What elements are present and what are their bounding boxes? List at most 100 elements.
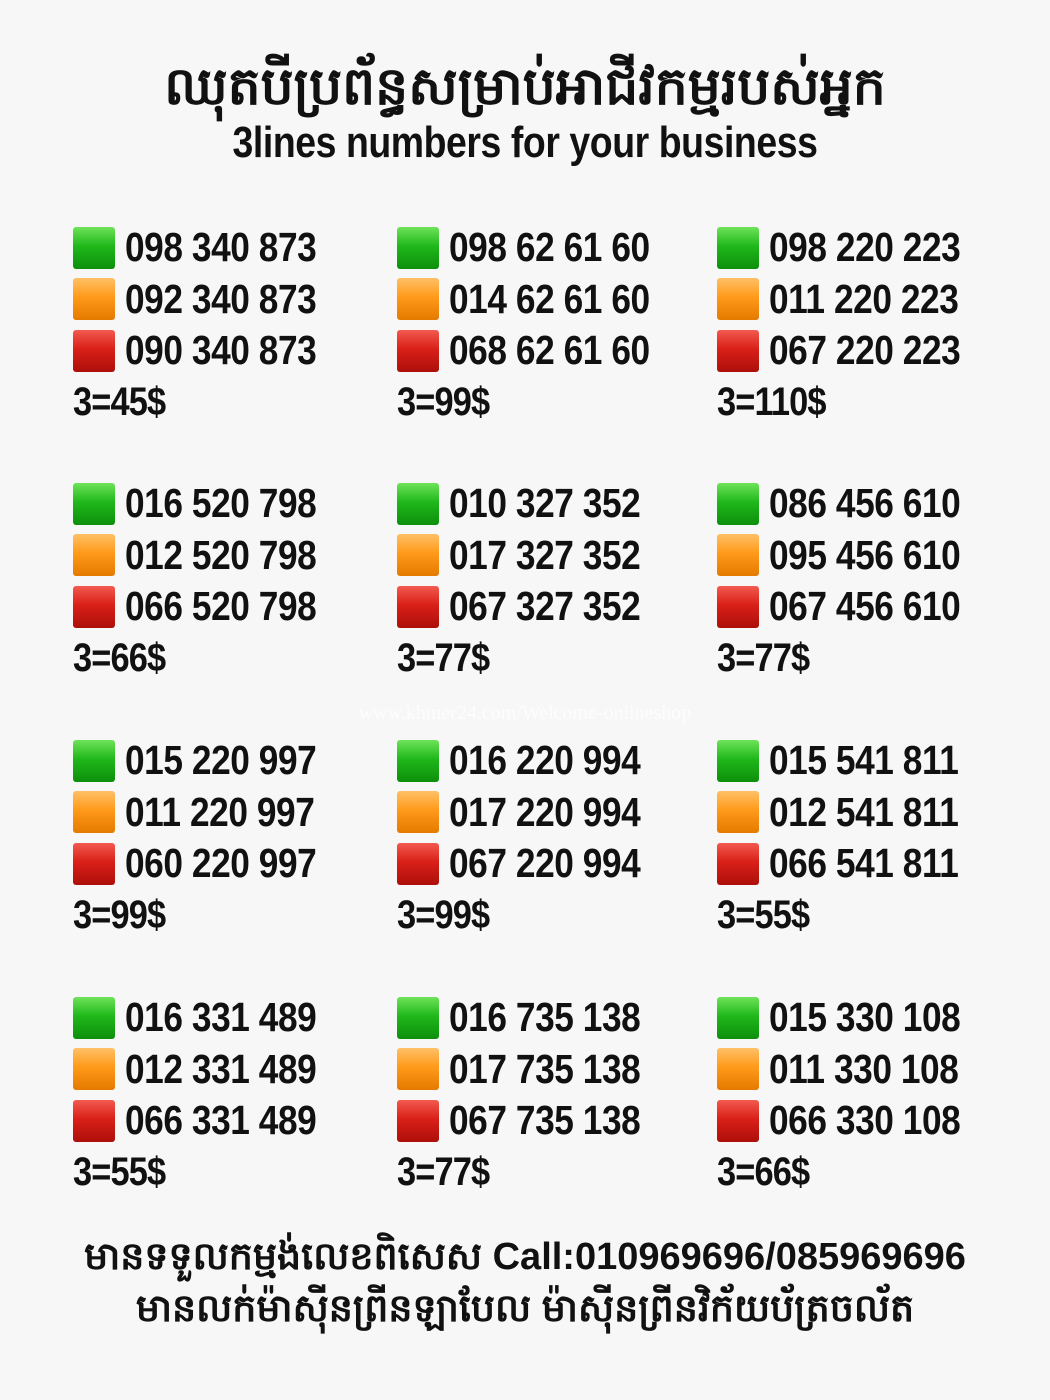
green-square-icon [397, 226, 439, 269]
phone-number-row: 011 220 997 [73, 787, 393, 839]
phone-number-row: 086 456 610 [717, 478, 1037, 530]
red-square-icon [397, 329, 439, 372]
phone-number: 012 331 489 [125, 1045, 317, 1092]
orange-square-icon [73, 278, 115, 321]
phone-number: 010 327 352 [449, 480, 641, 527]
phone-number: 011 220 223 [769, 275, 959, 322]
phone-number: 015 541 811 [769, 737, 959, 784]
green-square-icon [397, 996, 439, 1039]
red-square-icon [717, 1099, 759, 1142]
phone-number: 016 520 798 [125, 480, 317, 527]
green-square-icon [397, 482, 439, 525]
phone-number: 066 541 811 [769, 840, 959, 887]
phone-number-row: 067 220 223 [717, 325, 1037, 377]
phone-number: 066 331 489 [125, 1097, 317, 1144]
orange-square-icon [73, 534, 115, 577]
green-square-icon [717, 739, 759, 782]
orange-square-icon [397, 791, 439, 834]
phone-number-row: 016 735 138 [397, 992, 717, 1044]
phone-number-row: 066 330 108 [717, 1095, 1037, 1147]
number-set: 015 220 997 011 220 997 060 220 997 3=99$ [73, 735, 393, 941]
phone-number-row: 066 541 811 [717, 838, 1037, 890]
orange-square-icon [397, 278, 439, 321]
phone-number: 086 456 610 [769, 480, 961, 527]
phone-number-row: 098 340 873 [73, 222, 393, 274]
phone-number-row: 067 735 138 [397, 1095, 717, 1147]
phone-number-row: 012 520 798 [73, 530, 393, 582]
title-khmer: ឈុតបីប្រព័ន្ធសម្រាប់អាជីវកម្មរបស់អ្នក [164, 58, 886, 116]
number-set: 098 340 873 092 340 873 090 340 873 3=45$ [73, 222, 393, 428]
phone-number: 014 62 61 60 [449, 275, 650, 322]
phone-number: 098 220 223 [769, 224, 961, 271]
phone-number-row: 066 520 798 [73, 581, 393, 633]
green-square-icon [73, 482, 115, 525]
orange-square-icon [397, 1048, 439, 1091]
phone-number-row: 016 220 994 [397, 735, 717, 787]
number-set: 098 62 61 60 014 62 61 60 068 62 61 60 3=99… [397, 222, 717, 428]
red-square-icon [397, 1099, 439, 1142]
set-price: 3=77$ [397, 635, 490, 680]
phone-number-row: 017 327 352 [397, 530, 717, 582]
phone-number-row: 067 220 994 [397, 838, 717, 890]
phone-number: 067 327 352 [449, 583, 641, 630]
green-square-icon [717, 482, 759, 525]
set-price: 3=77$ [717, 635, 810, 680]
phone-number-row: 012 541 811 [717, 787, 1037, 839]
red-square-icon [717, 329, 759, 372]
red-square-icon [717, 842, 759, 885]
number-set: 015 541 811 012 541 811 066 541 811 3=55$ [717, 735, 1037, 941]
phone-number-row: 095 456 610 [717, 530, 1037, 582]
phone-number: 095 456 610 [769, 531, 961, 578]
phone-number-row: 017 220 994 [397, 787, 717, 839]
green-square-icon [73, 739, 115, 782]
set-price: 3=66$ [73, 635, 166, 680]
phone-number-row: 060 220 997 [73, 838, 393, 890]
phone-number: 011 220 997 [125, 788, 315, 835]
phone-number-row: 016 520 798 [73, 478, 393, 530]
number-set: 098 220 223 011 220 223 067 220 223 3=110$ [717, 222, 1037, 428]
phone-number-row: 098 62 61 60 [397, 222, 717, 274]
red-square-icon [397, 842, 439, 885]
phone-number: 016 331 489 [125, 994, 317, 1041]
orange-square-icon [397, 534, 439, 577]
set-price: 3=77$ [397, 1149, 490, 1194]
red-square-icon [397, 585, 439, 628]
set-price: 3=99$ [397, 892, 490, 937]
phone-number: 068 62 61 60 [449, 327, 650, 374]
phone-number: 067 220 223 [769, 327, 961, 374]
green-square-icon [717, 996, 759, 1039]
phone-number: 067 456 610 [769, 583, 961, 630]
phone-number-row: 067 327 352 [397, 581, 717, 633]
green-square-icon [397, 739, 439, 782]
phone-number: 098 340 873 [125, 224, 317, 271]
phone-number-row: 090 340 873 [73, 325, 393, 377]
phone-number: 012 520 798 [125, 531, 317, 578]
phone-number-row: 012 331 489 [73, 1044, 393, 1096]
phone-number: 060 220 997 [125, 840, 317, 887]
phone-number: 066 330 108 [769, 1097, 961, 1144]
number-set: 016 220 994 017 220 994 067 220 994 3=99$ [397, 735, 717, 941]
set-price: 3=99$ [73, 892, 166, 937]
watermark: www.khmer24.com/Welcome-onlineshop [358, 702, 692, 724]
phone-number: 090 340 873 [125, 327, 317, 374]
phone-number-row: 016 331 489 [73, 992, 393, 1044]
phone-number: 017 327 352 [449, 531, 641, 578]
orange-square-icon [73, 791, 115, 834]
phone-number: 017 735 138 [449, 1045, 641, 1092]
phone-number: 012 541 811 [769, 788, 959, 835]
phone-number-row: 015 220 997 [73, 735, 393, 787]
green-square-icon [717, 226, 759, 269]
footer-contact-line: មានទទួលកម្មង់លេខពិសេស Call:010969696/085… [84, 1236, 966, 1278]
green-square-icon [73, 996, 115, 1039]
red-square-icon [73, 1099, 115, 1142]
red-square-icon [717, 585, 759, 628]
phone-number-row: 010 327 352 [397, 478, 717, 530]
red-square-icon [73, 585, 115, 628]
title-english: 3lines numbers for your business [232, 118, 818, 167]
phone-number-row: 011 330 108 [717, 1044, 1037, 1096]
footer-products-line: មានលក់ម៉ាស៊ីនព្រីនឡាបែល ម៉ាស៊ីនព្រីនវិក័… [135, 1288, 915, 1330]
phone-number-row: 066 331 489 [73, 1095, 393, 1147]
phone-number: 067 220 994 [449, 840, 641, 887]
phone-number: 017 220 994 [449, 788, 641, 835]
phone-number: 092 340 873 [125, 275, 317, 322]
